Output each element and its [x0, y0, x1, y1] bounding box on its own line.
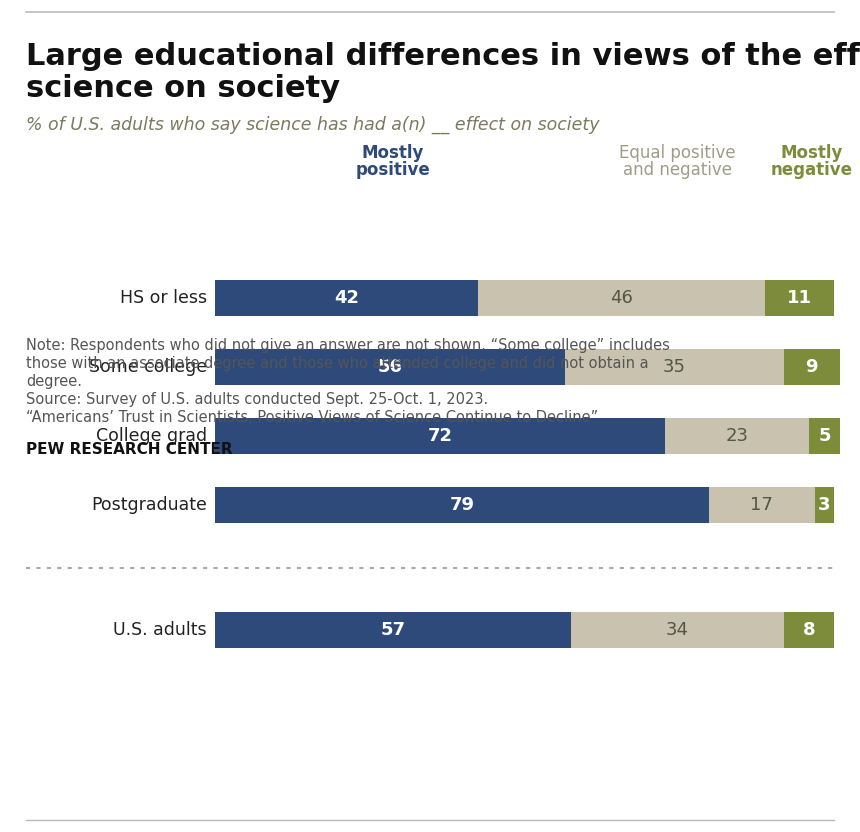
Bar: [215, 280, 477, 316]
Text: 23: 23: [725, 427, 748, 445]
Text: Note: Respondents who did not give an answer are not shown. “Some college” inclu: Note: Respondents who did not give an an…: [26, 338, 670, 353]
Text: 56: 56: [378, 358, 402, 376]
Text: HS or less: HS or less: [120, 289, 207, 307]
Bar: [765, 280, 833, 316]
Text: Source: Survey of U.S. adults conducted Sept. 25-Oct. 1, 2023.: Source: Survey of U.S. adults conducted …: [26, 392, 488, 407]
Text: 9: 9: [806, 358, 818, 376]
Text: 72: 72: [427, 427, 452, 445]
Bar: [783, 349, 840, 385]
Bar: [477, 280, 765, 316]
Text: 17: 17: [751, 496, 773, 514]
Text: and negative: and negative: [623, 161, 732, 179]
Bar: [709, 487, 815, 523]
Text: Large educational differences in views of the effect of
science on society: Large educational differences in views o…: [26, 42, 860, 103]
Bar: [215, 418, 665, 454]
Text: 5: 5: [818, 427, 831, 445]
Bar: [665, 418, 808, 454]
Bar: [783, 612, 833, 648]
Bar: [815, 487, 833, 523]
Text: “Americans’ Trust in Scientists, Positive Views of Science Continue to Decline”: “Americans’ Trust in Scientists, Positiv…: [26, 410, 599, 425]
Text: 46: 46: [610, 289, 633, 307]
Text: 8: 8: [802, 621, 815, 639]
Text: Postgraduate: Postgraduate: [91, 496, 207, 514]
Text: 3: 3: [818, 496, 831, 514]
Bar: [565, 349, 783, 385]
Text: % of U.S. adults who say science has had a(n) __ effect on society: % of U.S. adults who say science has had…: [26, 116, 599, 134]
Bar: [215, 349, 565, 385]
Text: PEW RESEARCH CENTER: PEW RESEARCH CENTER: [26, 442, 232, 457]
Text: Mostly: Mostly: [781, 144, 843, 162]
Text: those with an associate degree and those who attended college and did not obtain: those with an associate degree and those…: [26, 356, 648, 371]
Text: 42: 42: [334, 289, 359, 307]
Bar: [571, 612, 783, 648]
Text: Equal positive: Equal positive: [619, 144, 736, 162]
Text: degree.: degree.: [26, 374, 82, 389]
Text: 35: 35: [663, 358, 686, 376]
Text: 34: 34: [666, 621, 689, 639]
Text: negative: negative: [771, 161, 853, 179]
Text: College grad: College grad: [95, 427, 207, 445]
Bar: [215, 487, 709, 523]
Bar: [215, 612, 571, 648]
Text: 11: 11: [787, 289, 812, 307]
Bar: [808, 418, 840, 454]
Text: Mostly: Mostly: [362, 144, 424, 162]
Text: Some college: Some college: [89, 358, 207, 376]
Text: positive: positive: [356, 161, 431, 179]
Text: 79: 79: [450, 496, 475, 514]
Text: 57: 57: [381, 621, 406, 639]
Text: U.S. adults: U.S. adults: [114, 621, 207, 639]
